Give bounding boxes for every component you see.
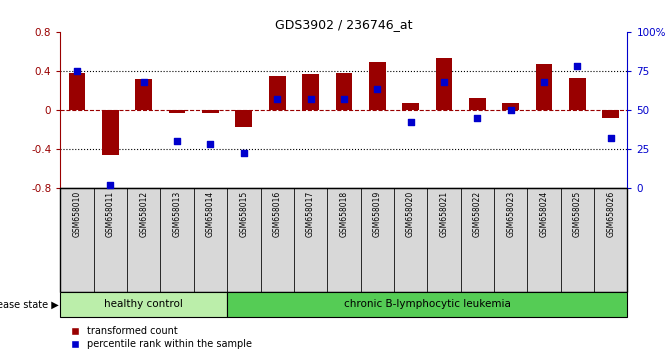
Bar	[169, 110, 185, 113]
Point	[205, 141, 216, 147]
Bar	[294, 188, 327, 292]
Point	[605, 135, 616, 141]
Text: GSM658012: GSM658012	[140, 191, 148, 237]
Point	[338, 96, 349, 102]
Text: chronic B-lymphocytic leukemia: chronic B-lymphocytic leukemia	[344, 299, 511, 309]
Legend: transformed count, percentile rank within the sample: transformed count, percentile rank withi…	[72, 326, 252, 349]
Point	[472, 115, 482, 120]
Bar	[227, 188, 260, 292]
Bar	[427, 188, 460, 292]
Point	[572, 63, 582, 69]
Bar	[94, 188, 127, 292]
Point	[305, 96, 316, 102]
Bar	[260, 188, 294, 292]
Bar	[527, 188, 561, 292]
Bar	[336, 73, 352, 110]
Text: GSM658017: GSM658017	[306, 191, 315, 237]
Text: GSM658013: GSM658013	[172, 191, 182, 237]
Bar	[561, 188, 594, 292]
Text: GSM658010: GSM658010	[72, 191, 82, 237]
Point	[238, 150, 249, 156]
Text: GSM658023: GSM658023	[506, 191, 515, 237]
Bar	[394, 188, 427, 292]
Bar	[160, 188, 194, 292]
Bar	[269, 76, 286, 110]
Text: disease state ▶: disease state ▶	[0, 299, 59, 309]
Text: GSM658015: GSM658015	[240, 191, 248, 237]
Bar	[469, 98, 486, 110]
Point	[372, 87, 382, 92]
Point	[405, 119, 416, 125]
Bar	[402, 103, 419, 110]
Bar	[569, 78, 586, 110]
Bar	[460, 188, 494, 292]
Text: GSM658014: GSM658014	[206, 191, 215, 237]
Bar	[594, 188, 627, 292]
Text: GSM658016: GSM658016	[272, 191, 282, 237]
Bar	[227, 292, 627, 317]
Text: healthy control: healthy control	[104, 299, 183, 309]
Point	[172, 138, 183, 144]
Bar	[603, 110, 619, 118]
Bar	[68, 73, 85, 110]
Bar	[327, 188, 360, 292]
Text: GSM658025: GSM658025	[573, 191, 582, 237]
Bar	[535, 64, 552, 110]
Text: GSM658020: GSM658020	[406, 191, 415, 237]
Bar	[435, 58, 452, 110]
Point	[105, 182, 116, 187]
Bar	[369, 62, 386, 110]
Text: GSM658022: GSM658022	[473, 191, 482, 237]
Bar	[236, 110, 252, 127]
Bar	[503, 103, 519, 110]
Text: GSM658026: GSM658026	[606, 191, 615, 237]
Point	[72, 68, 83, 74]
Bar	[360, 188, 394, 292]
Point	[505, 107, 516, 113]
Point	[272, 96, 282, 102]
Text: GSM658024: GSM658024	[539, 191, 548, 237]
Text: GSM658011: GSM658011	[106, 191, 115, 237]
Title: GDS3902 / 236746_at: GDS3902 / 236746_at	[275, 18, 413, 31]
Text: GSM658019: GSM658019	[372, 191, 382, 237]
Text: GSM658021: GSM658021	[440, 191, 448, 237]
Point	[439, 79, 450, 85]
Bar	[494, 188, 527, 292]
Bar	[202, 110, 219, 113]
Bar	[127, 188, 160, 292]
Bar	[60, 292, 227, 317]
Point	[539, 79, 550, 85]
Bar	[136, 79, 152, 110]
Bar	[194, 188, 227, 292]
Text: GSM658018: GSM658018	[340, 191, 348, 237]
Bar	[60, 188, 94, 292]
Point	[138, 79, 149, 85]
Bar	[302, 74, 319, 110]
Bar	[102, 110, 119, 155]
